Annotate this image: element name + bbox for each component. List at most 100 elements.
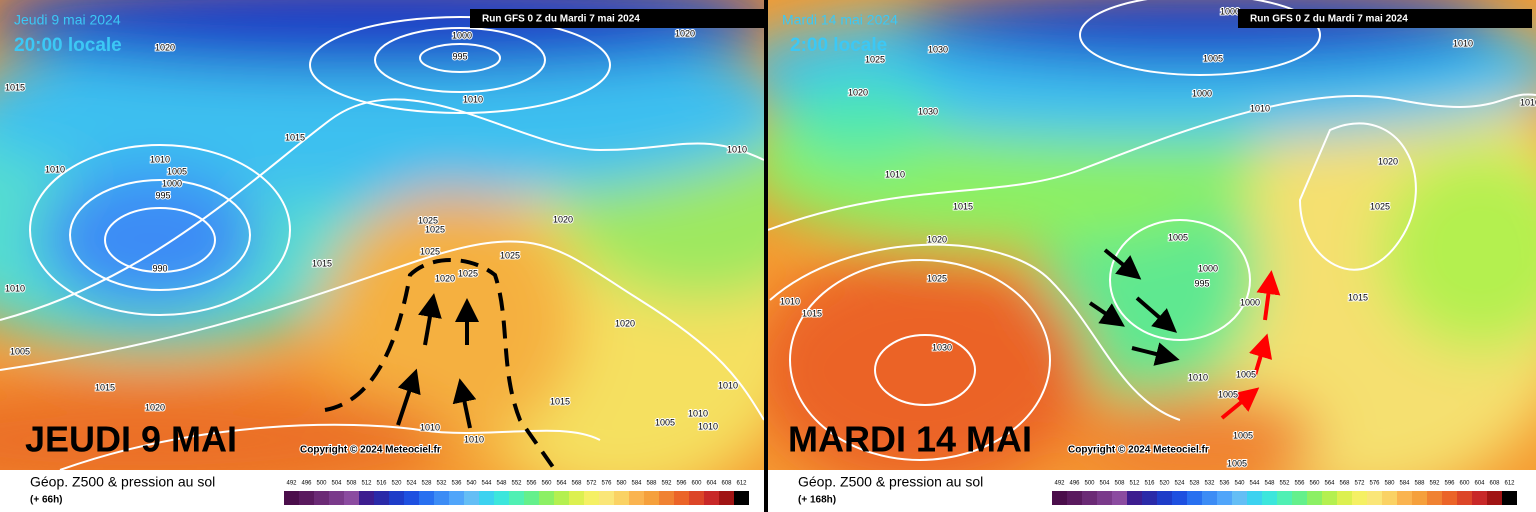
isobar-label: 1010 — [885, 169, 905, 179]
scale-label: 596 — [676, 481, 687, 487]
isobar-label: 1020 — [675, 28, 695, 38]
scale-swatch — [1352, 491, 1367, 505]
isobar-label: 1020 — [615, 318, 635, 328]
scale-swatch — [284, 491, 299, 505]
scale-label: 600 — [1459, 481, 1470, 487]
scale-swatch — [1067, 491, 1082, 505]
scale-swatch — [1382, 491, 1397, 505]
scale-swatch — [1502, 491, 1517, 505]
caption: Géop. Z500 & pression au sol — [30, 474, 215, 490]
scale-label: 496 — [1069, 481, 1080, 487]
scale-swatch — [344, 491, 359, 505]
isobar-label: 1020 — [1378, 156, 1398, 166]
scale-swatch — [1412, 491, 1427, 505]
isobar-label: 1025 — [425, 224, 445, 234]
scale-label: 520 — [1159, 481, 1170, 487]
scale-swatch — [1307, 491, 1322, 505]
scale-label: 544 — [481, 481, 492, 487]
scale-label: 500 — [316, 481, 327, 487]
scale-swatch — [734, 491, 749, 505]
isobar-label: 1025 — [500, 250, 520, 260]
scale-label: 576 — [1369, 481, 1380, 487]
scale-label: 612 — [1504, 481, 1515, 487]
scale-swatch — [689, 491, 704, 505]
isobar-label: 1020 — [145, 402, 165, 412]
lead-time: (+ 66h) — [30, 495, 63, 506]
isobar-label: 1025 — [1370, 201, 1390, 211]
scale-swatch — [1217, 491, 1232, 505]
isobar-label: 1025 — [927, 273, 947, 283]
scale-label: 604 — [1474, 481, 1485, 487]
isobar-label: 1005 — [167, 166, 187, 176]
scale-swatch — [599, 491, 614, 505]
run-info: Run GFS 0 Z du Mardi 7 mai 2024 — [482, 14, 640, 25]
isobar-label: 1015 — [285, 132, 305, 142]
scale-label: 508 — [1114, 481, 1125, 487]
scale-label: 500 — [1084, 481, 1095, 487]
isobar-label: 1015 — [953, 201, 973, 211]
isobar-label: 1010 — [1453, 38, 1473, 48]
isobar-label: 1030 — [928, 44, 948, 54]
run-info: Run GFS 0 Z du Mardi 7 mai 2024 — [1250, 14, 1408, 25]
scale-swatch — [1472, 491, 1487, 505]
headline: MARDI 14 MAI — [788, 419, 1032, 460]
scale-swatch — [719, 491, 734, 505]
isobar-label: 1005 — [1203, 53, 1223, 63]
isobar-label: 1010 — [1520, 97, 1536, 107]
scale-label: 536 — [1219, 481, 1230, 487]
scale-label: 592 — [1429, 481, 1440, 487]
scale-label: 604 — [706, 481, 717, 487]
scale-swatch — [584, 491, 599, 505]
isobar-label: 1030 — [918, 106, 938, 116]
scale-label: 512 — [1129, 481, 1140, 487]
scale-label: 508 — [346, 481, 357, 487]
isobar-label: 1000 — [1240, 297, 1260, 307]
scale-label: 524 — [1174, 481, 1185, 487]
scale-swatch — [614, 491, 629, 505]
scale-label: 528 — [1189, 481, 1200, 487]
scale-label: 532 — [1204, 481, 1215, 487]
isobar-label: 1005 — [655, 417, 675, 427]
isobar-label: 1000 — [162, 178, 182, 188]
scale-label: 504 — [1099, 481, 1110, 487]
scale-label: 568 — [1339, 481, 1350, 487]
scale-swatch — [629, 491, 644, 505]
scale-label: 552 — [1279, 481, 1290, 487]
lead-time: (+ 168h) — [798, 495, 836, 506]
isobar-label: 1010 — [464, 434, 484, 444]
scale-swatch — [1097, 491, 1112, 505]
isobar-label: 1010 — [727, 144, 747, 154]
isobar-label: 990 — [152, 263, 167, 273]
scale-swatch — [404, 491, 419, 505]
isobar-label: 1010 — [718, 380, 738, 390]
isobar-label: 1010 — [45, 164, 65, 174]
scale-swatch — [659, 491, 674, 505]
scale-swatch — [509, 491, 524, 505]
scale-swatch — [1277, 491, 1292, 505]
scale-label: 596 — [1444, 481, 1455, 487]
scale-label: 548 — [1264, 481, 1275, 487]
scale-label: 580 — [1384, 481, 1395, 487]
scale-swatch — [1337, 491, 1352, 505]
scale-swatch — [1127, 491, 1142, 505]
scale-swatch — [674, 491, 689, 505]
scale-swatch — [1052, 491, 1067, 505]
isobar-label: 1010 — [150, 154, 170, 164]
scale-label: 592 — [661, 481, 672, 487]
scale-swatch — [449, 491, 464, 505]
scale-swatch — [1397, 491, 1412, 505]
scale-swatch — [1172, 491, 1187, 505]
scale-swatch — [1112, 491, 1127, 505]
local-time: 2:00 locale — [790, 35, 887, 56]
isobar-label: 1005 — [1236, 369, 1256, 379]
isobar-label: 995 — [452, 51, 467, 61]
isobar-label: 1005 — [1233, 430, 1253, 440]
valid-date: Jeudi 9 mai 2024 — [14, 12, 121, 28]
scale-label: 588 — [646, 481, 657, 487]
isobar-label: 1020 — [848, 87, 868, 97]
scale-label: 512 — [361, 481, 372, 487]
scale-label: 532 — [436, 481, 447, 487]
